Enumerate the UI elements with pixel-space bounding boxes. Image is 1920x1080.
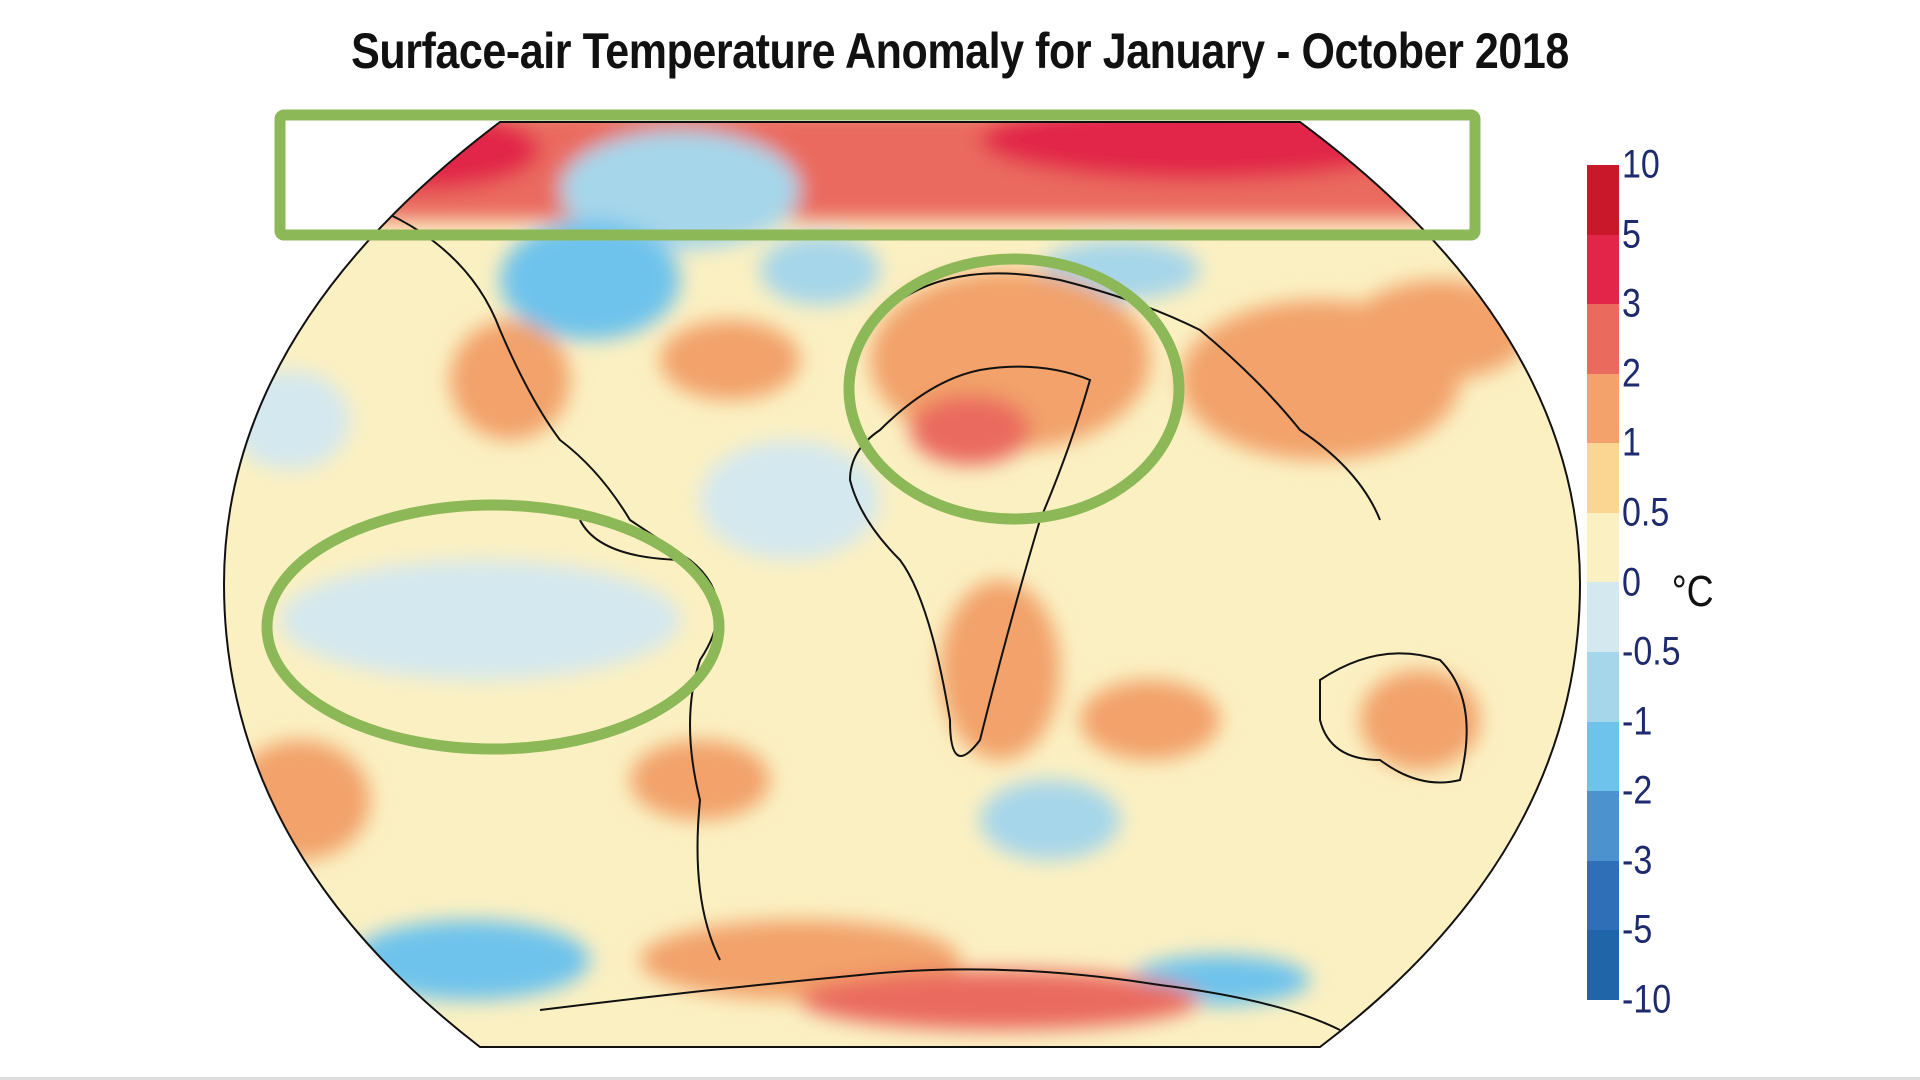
colorbar [1587,165,1619,1000]
colorbar-swatch [1587,304,1619,374]
colorbar-tick-label: -5 [1622,907,1653,952]
map-fill [224,122,1580,1047]
colorbar-swatch [1587,860,1619,931]
colorbar-tick-label: -0.5 [1622,629,1681,674]
colorbar-tick-label: -1 [1622,699,1653,744]
chart-title: Surface-air Temperature Anomaly for Janu… [351,23,1569,79]
colorbar-swatch [1587,443,1619,513]
divider [0,1077,1920,1080]
colorbar-tick-label: 1 [1622,420,1641,465]
colorbar-swatch [1587,930,1619,1000]
colorbar-swatch [1587,165,1619,235]
colorbar-tick-label: -10 [1622,977,1672,1022]
colorbar-swatch [1587,652,1619,722]
colorbar-swatch [1587,791,1619,861]
colorbar-tick-label: 5 [1622,212,1641,257]
colorbar-tick-label: 3 [1622,281,1641,326]
colorbar-unit: °C [1671,567,1714,616]
colorbar-swatch [1587,582,1619,653]
colorbar-swatch [1587,234,1619,305]
colorbar-tick-label: 2 [1622,351,1641,396]
colorbar-swatch [1587,373,1619,444]
colorbar-swatch [1587,721,1619,792]
colorbar-tick-label: 0.5 [1622,490,1670,535]
middle-east-highlight-ellipse [843,253,1185,525]
globe-outline [222,121,1582,1048]
colorbar-tick-label: 0 [1622,560,1641,604]
colorbar-swatch [1587,512,1619,583]
pacific-highlight-ellipse [261,499,725,755]
colorbar-tick-label: -3 [1622,838,1653,883]
arctic-highlight-rectangle [274,109,1481,241]
colorbar-tick-label: 10 [1622,142,1660,187]
colorbar-tick-label: -2 [1622,768,1653,813]
